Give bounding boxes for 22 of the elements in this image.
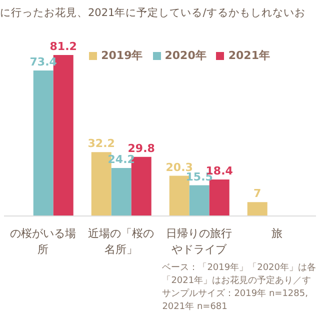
text: 「2021年」はお花見の予定あり／す <box>162 275 312 288</box>
text: ベース：「2019年」「2020年」は各 <box>162 262 316 275</box>
x-tick-label: 旅 <box>270 226 284 242</box>
data-label: 32.2 <box>88 137 115 150</box>
legend-label: 2021年 <box>228 49 270 62</box>
text: サンプルサイズ：2019年 n=1285, <box>162 288 309 301</box>
data-label: 20.3 <box>166 160 193 174</box>
bar <box>247 202 268 216</box>
x-tick-label: 日帰りの旅行やドライブ <box>166 226 232 258</box>
bar <box>189 185 210 216</box>
legend-label: 2020年 <box>164 49 206 62</box>
x-tick-label: 近場の「桜の名所」 <box>88 226 154 258</box>
bar <box>33 70 54 216</box>
data-label: 29.8 <box>128 142 155 155</box>
bar <box>209 180 230 216</box>
chart-title: に行ったお花見、2021年に予定している/するかもしれないお <box>0 6 306 21</box>
x-tick-label: の桜がいる場所 <box>10 226 76 258</box>
legend-label: 2019年 <box>101 49 143 62</box>
data-label: 81.2 <box>50 40 77 53</box>
text: 2021年 n=681 <box>162 301 228 314</box>
bar <box>111 168 132 216</box>
data-label: 7 <box>254 187 262 200</box>
